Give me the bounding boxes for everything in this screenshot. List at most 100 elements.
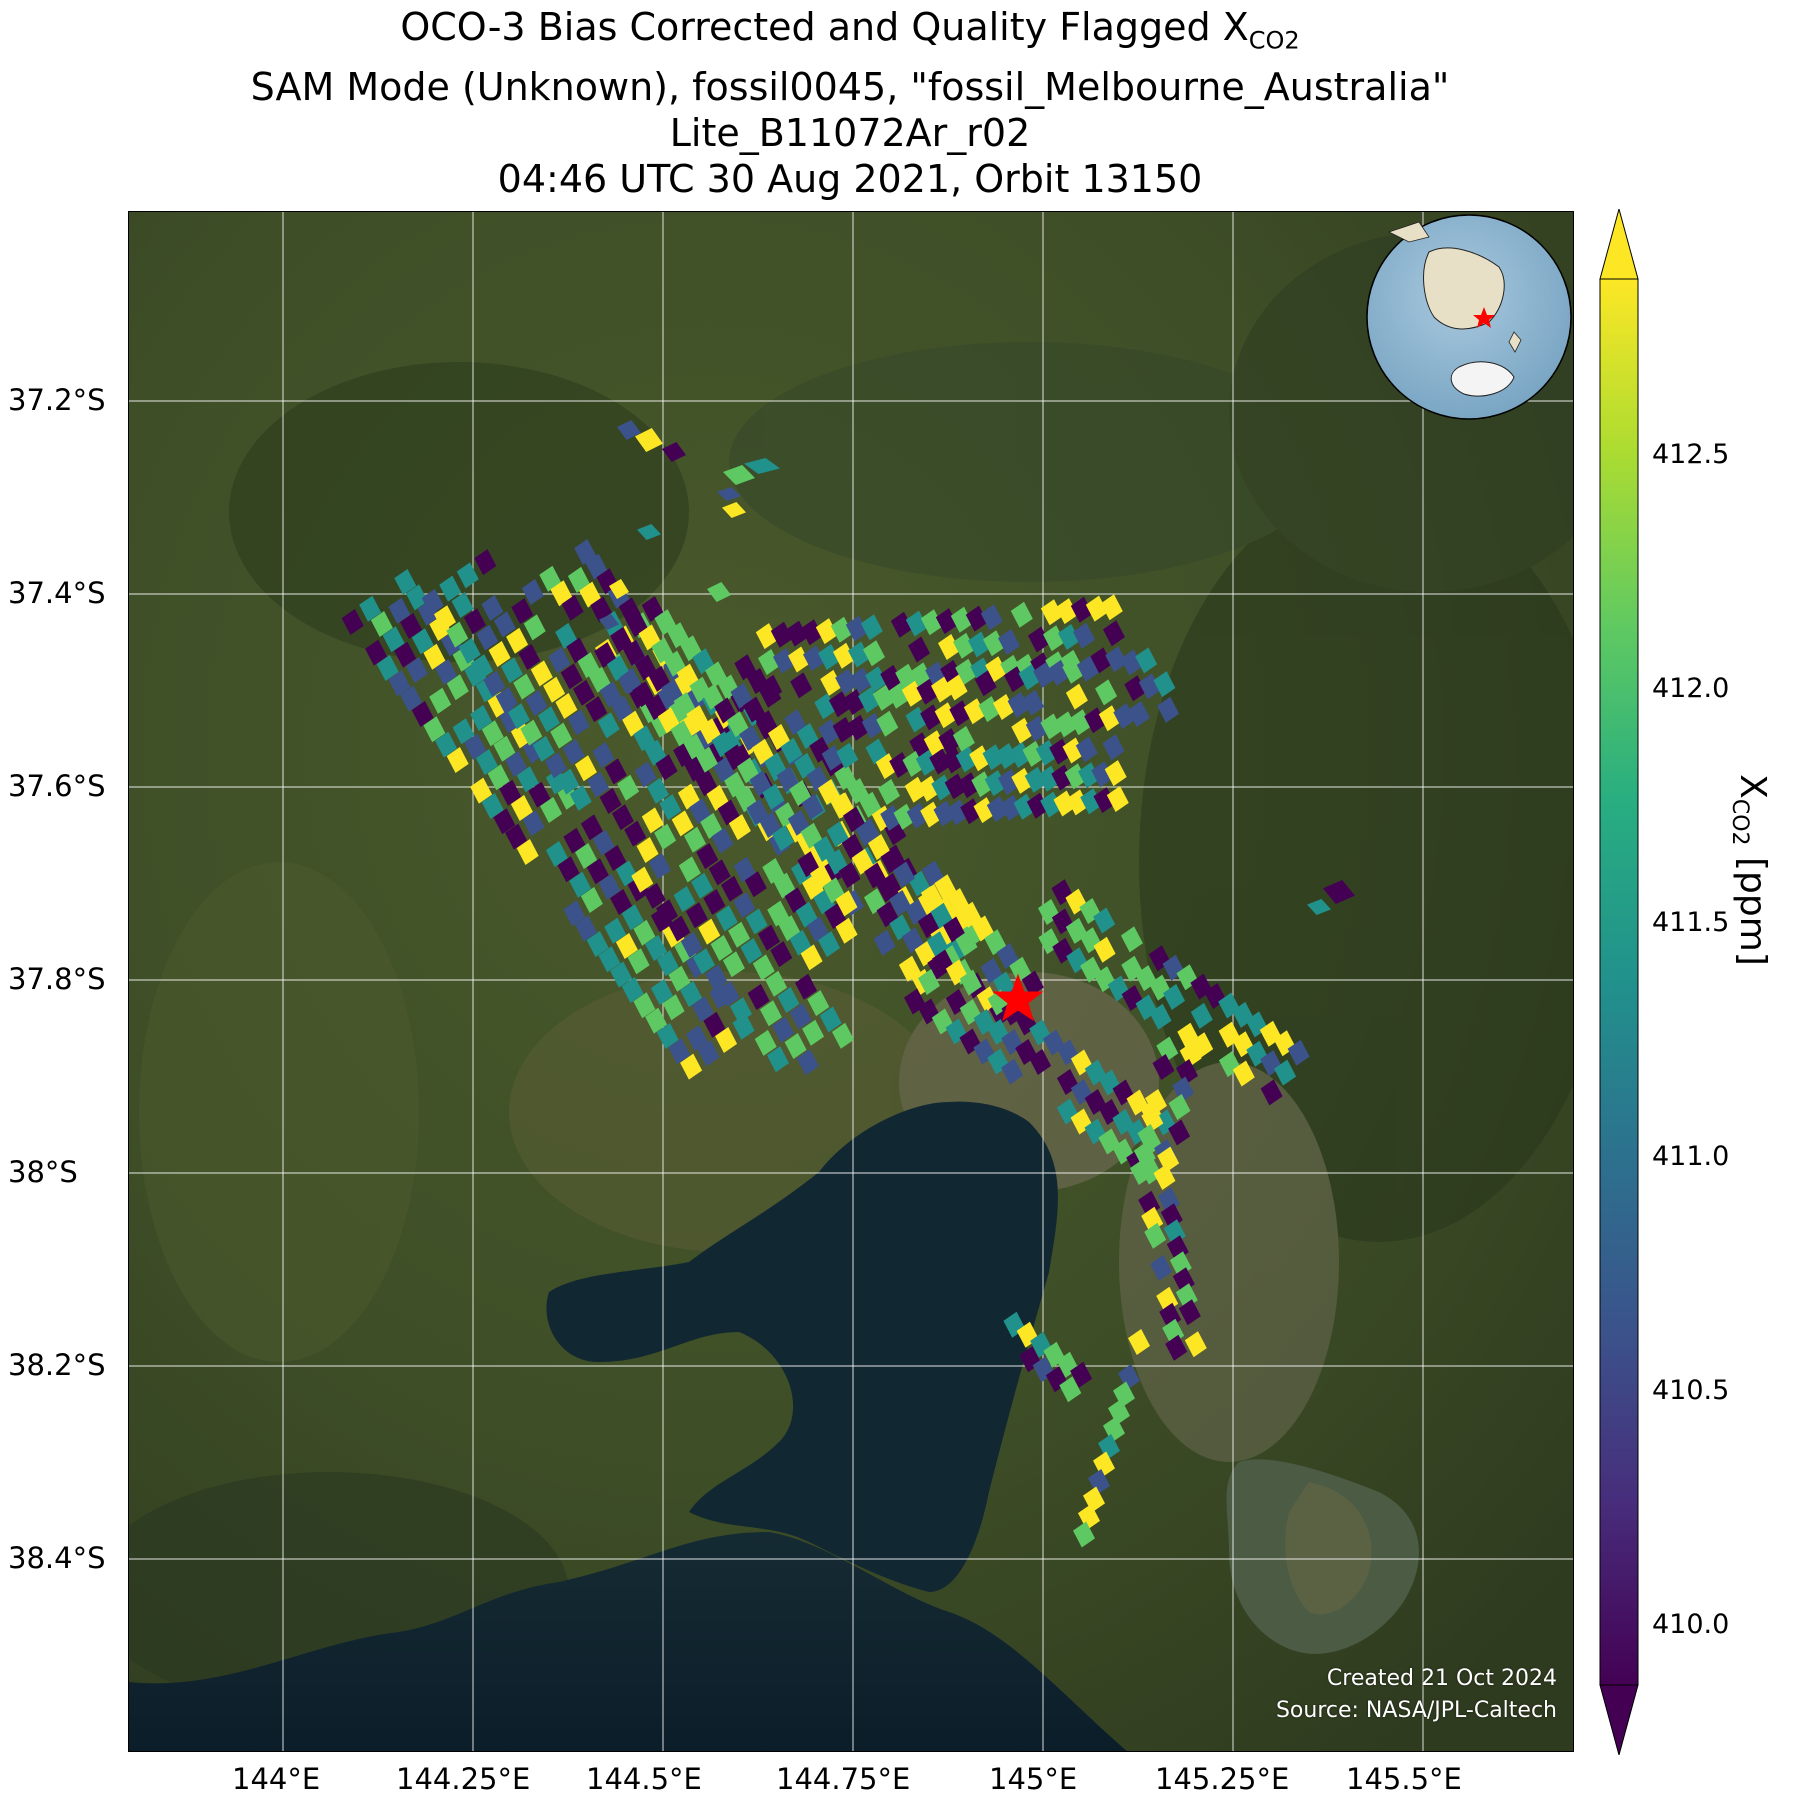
xco2-sounding <box>773 872 796 899</box>
xco2-sounding <box>843 806 865 833</box>
xco2-sounding <box>429 687 452 714</box>
xco2-sounding <box>622 639 645 666</box>
xco2-sounding <box>400 685 423 712</box>
xco2-sounding <box>898 955 921 982</box>
xco2-sounding <box>698 918 721 945</box>
xco2-sounding <box>1106 786 1129 812</box>
xco2-sounding <box>411 701 434 727</box>
xco2-sounding <box>495 686 518 713</box>
y-tick-label: 37.8°S <box>8 962 106 996</box>
xco2-sounding <box>493 611 516 638</box>
xco2-sounding <box>560 663 583 690</box>
xco2-sounding <box>813 835 836 862</box>
xco2-sounding <box>562 739 585 765</box>
xco2-sounding <box>934 874 957 901</box>
xco2-sounding <box>1085 595 1108 622</box>
xco2-sounding <box>530 660 553 687</box>
xco2-sounding <box>451 592 474 618</box>
xco2-sounding <box>1009 956 1032 983</box>
xco2-sounding <box>599 681 622 708</box>
xco2-sounding <box>1176 1059 1198 1085</box>
xco2-sounding <box>1153 671 1176 698</box>
xco2-sounding <box>365 639 388 666</box>
xco2-sounding <box>815 618 838 645</box>
xco2-sounding <box>818 779 840 805</box>
xco2-sounding <box>1232 1060 1255 1087</box>
xco2-sounding <box>785 620 808 647</box>
xco2-sounding <box>695 746 718 773</box>
xco2-sounding <box>834 764 857 791</box>
xco2-sounding <box>800 944 823 971</box>
xco2-sounding <box>532 735 555 762</box>
xco2-sounding <box>483 670 506 697</box>
map-panel[interactable]: Created 21 Oct 2024 Source: NASA/JPL-Cal… <box>128 211 1574 1752</box>
xco2-sounding <box>513 673 536 700</box>
xco2-sounding <box>1040 599 1063 626</box>
xco2-sounding <box>421 588 444 615</box>
xco2-sounding <box>830 792 853 819</box>
xco2-sounding <box>784 1033 807 1059</box>
xco2-sounding <box>801 793 824 820</box>
xco2-sounding <box>1137 1124 1160 1150</box>
xco2-sounding <box>836 742 859 769</box>
xco2-sounding <box>691 996 714 1023</box>
xco2-sounding <box>693 948 715 975</box>
xco2-sounding <box>754 1029 777 1056</box>
y-tick-label: 37.4°S <box>8 576 106 610</box>
xco2-sounding <box>670 720 693 747</box>
xco2-sounding <box>648 853 671 880</box>
xco2-sounding <box>746 798 769 825</box>
xco2-sounding <box>1070 1361 1093 1388</box>
xco2-sounding <box>619 668 642 695</box>
xco2-sounding <box>708 859 731 886</box>
xco2-sounding <box>405 584 428 611</box>
xco2-sounding <box>946 888 969 914</box>
xco2-sounding <box>388 670 411 697</box>
xco2-sounding <box>952 726 975 752</box>
xco2-sounding <box>522 810 545 837</box>
satellite-map <box>129 212 1573 1751</box>
xco2-sounding <box>717 487 741 501</box>
xco2-sounding <box>476 624 499 651</box>
xco2-sounding <box>1287 1039 1310 1066</box>
xco2-sounding <box>730 997 752 1024</box>
xco2-sounding <box>650 979 673 1005</box>
xco2-sounding <box>755 710 778 737</box>
xco2-sounding <box>968 631 990 658</box>
xco2-sounding <box>1070 596 1093 623</box>
xco2-sounding <box>721 875 743 902</box>
xco2-sounding <box>604 845 627 871</box>
xco2-sounding <box>500 657 523 684</box>
xco2-sounding <box>506 627 529 654</box>
colorbar-tick-label: 412.5 <box>1652 439 1730 470</box>
xco2-sounding <box>1157 696 1180 723</box>
xco2-sounding <box>446 621 469 648</box>
xco2-sounding <box>624 820 647 847</box>
xco2-sounding <box>521 579 544 605</box>
xco2-sounding <box>633 919 656 946</box>
xco2-sounding <box>1307 899 1331 915</box>
xco2-sounding <box>575 915 598 942</box>
xco2-sounding <box>683 733 706 760</box>
xco2-sounding <box>493 808 516 835</box>
xco2-sounding <box>950 606 973 633</box>
colorbar-label: XCO2 [ppm] <box>1726 774 1774 966</box>
xco2-sounding <box>760 674 783 701</box>
xco2-sounding <box>680 1053 703 1080</box>
xco2-sounding <box>1028 626 1050 653</box>
xco2-sounding <box>537 706 560 733</box>
xco2-sounding <box>1135 647 1158 674</box>
xco2-sounding <box>678 856 701 883</box>
xco2-sounding <box>1184 1331 1207 1358</box>
xco2-sounding <box>645 694 668 721</box>
target-star-marker <box>992 973 1044 1022</box>
xco2-sounding <box>439 575 462 602</box>
xco2-sounding <box>703 889 726 915</box>
xco2-sounding <box>1144 1222 1167 1249</box>
xco2-sounding <box>851 848 874 875</box>
credit-source: Source: NASA/JPL-Caltech <box>1275 1698 1557 1723</box>
xco2-sounding <box>557 783 580 810</box>
xco2-sounding <box>359 595 382 622</box>
xco2-sounding <box>902 927 924 954</box>
xco2-sounding <box>611 804 634 831</box>
